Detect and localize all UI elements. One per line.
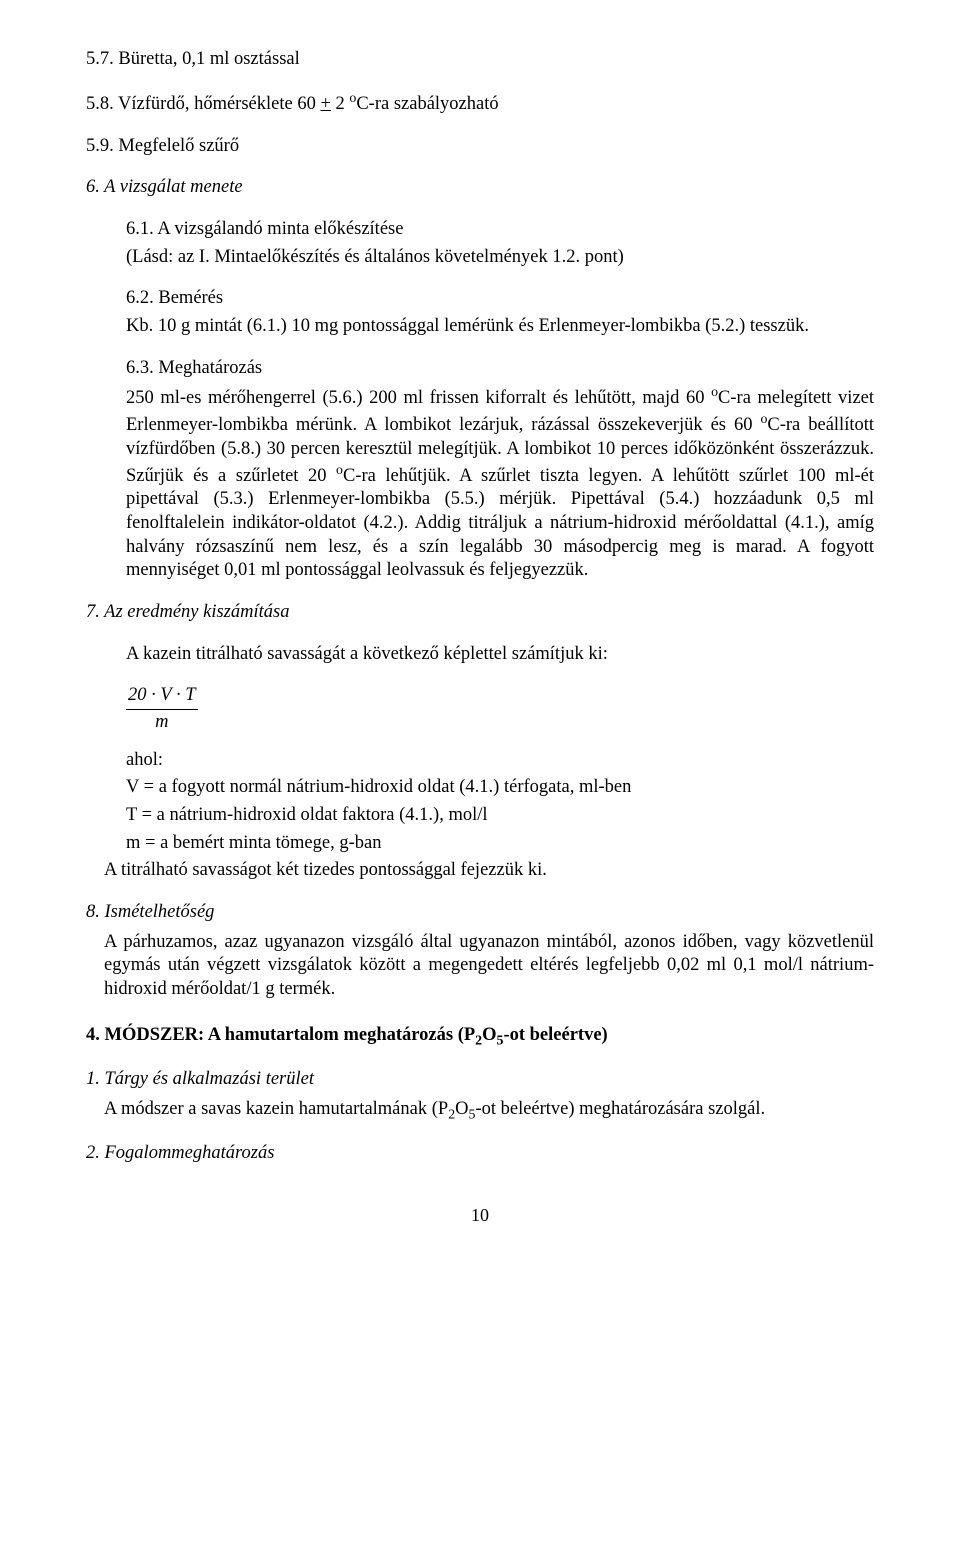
def-t: T = a nátrium-hidroxid oldat faktora (4.… bbox=[126, 804, 874, 828]
text: C-ra szabályozható bbox=[356, 94, 498, 114]
p1-body: A módszer a savas kazein hamutartalmának… bbox=[104, 1098, 874, 1124]
item-5-9: 5.9. Megfelelő szűrő bbox=[86, 135, 874, 159]
heading-7: 7. Az eredmény kiszámítása bbox=[86, 601, 874, 625]
text: 4. MÓDSZER: A hamutartalom meghatározás … bbox=[86, 1025, 475, 1045]
text: -ot beleértve) bbox=[503, 1025, 607, 1045]
fraction-num: 20 · V · T bbox=[126, 684, 198, 710]
def-v: V = a fogyott normál nátrium-hidroxid ol… bbox=[126, 776, 874, 800]
block-6-2: 6.2. Bemérés Kb. 10 g mintát (6.1.) 10 m… bbox=[126, 287, 874, 338]
page-number: 10 bbox=[86, 1204, 874, 1227]
item-5-8: 5.8. Vízfürdő, hőmérséklete 60 + 2 oC-ra… bbox=[86, 90, 874, 117]
plus-minus: + bbox=[320, 94, 330, 114]
formula-fraction: 20 · V · T m bbox=[126, 684, 874, 734]
degree-sup: o bbox=[336, 463, 343, 478]
text: A módszer a savas kazein hamutartalmának… bbox=[104, 1099, 448, 1119]
item-6-2-body: Kb. 10 g mintát (6.1.) 10 mg pontosságga… bbox=[126, 315, 874, 339]
titr-note: A titrálható savasságot két tizedes pont… bbox=[104, 859, 874, 883]
def-m: m = a bemért minta tömege, g-ban bbox=[126, 832, 874, 856]
text: O bbox=[482, 1025, 496, 1045]
heading-8: 8. Ismételhetőség bbox=[86, 901, 874, 925]
ahol-label: ahol: bbox=[126, 749, 874, 773]
item-6-3-title: 6.3. Meghatározás bbox=[126, 357, 874, 381]
text: O bbox=[455, 1099, 468, 1119]
fraction-den: m bbox=[126, 710, 198, 735]
text: -ot beleértve) meghatározására szolgál. bbox=[475, 1099, 765, 1119]
fraction: 20 · V · T m bbox=[126, 684, 198, 734]
heading-1-italic: 1. Tárgy és alkalmazási terület bbox=[86, 1068, 874, 1092]
definitions-block: ahol: V = a fogyott normál nátrium-hidro… bbox=[86, 749, 874, 883]
heading-method-4: 4. MÓDSZER: A hamutartalom meghatározás … bbox=[86, 1024, 874, 1050]
item-6-3-body: 250 ml-es mérőhengerrel (5.6.) 200 ml fr… bbox=[126, 384, 874, 583]
block-6-3: 6.3. Meghatározás 250 ml-es mérőhengerre… bbox=[126, 357, 874, 584]
document-page: 5.7. Büretta, 0,1 ml osztással 5.8. Vízf… bbox=[0, 0, 960, 1267]
heading-6: 6. A vizsgálat menete bbox=[86, 176, 874, 200]
item-6-1-ref: (Lásd: az I. Mintaelőkészítés és általán… bbox=[126, 246, 874, 270]
heading-2-italic: 2. Fogalommeghatározás bbox=[86, 1142, 874, 1166]
block-6-1: 6.1. A vizsgálandó minta előkészítése (L… bbox=[126, 218, 874, 269]
item-5-7: 5.7. Büretta, 0,1 ml osztással bbox=[86, 48, 874, 72]
text: 5.8. Vízfürdő, hőmérséklete 60 bbox=[86, 94, 320, 114]
item-6-1-title: 6.1. A vizsgálandó minta előkészítése bbox=[126, 218, 874, 242]
degree-sup: o bbox=[711, 385, 718, 400]
text: 2 bbox=[331, 94, 350, 114]
item-6-2-title: 6.2. Bemérés bbox=[126, 287, 874, 311]
p7-intro: A kazein titrálható savasságát a követke… bbox=[126, 643, 874, 667]
text: 250 ml-es mérőhengerrel (5.6.) 200 ml fr… bbox=[126, 388, 711, 408]
p8-body: A párhuzamos, azaz ugyanazon vizsgáló ál… bbox=[104, 931, 874, 1002]
